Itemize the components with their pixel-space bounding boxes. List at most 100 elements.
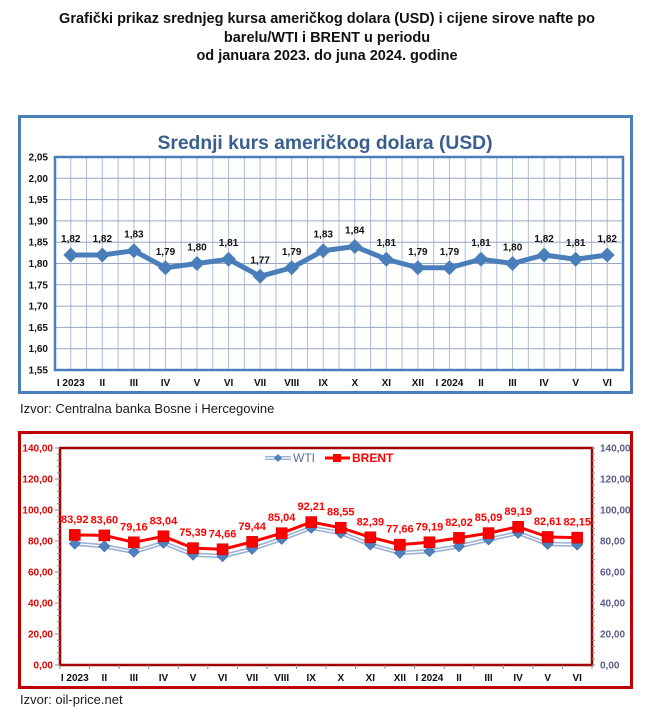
usd-data-point bbox=[94, 247, 110, 263]
y-tick-label: 2,00 bbox=[29, 174, 49, 185]
wti-data-point bbox=[423, 545, 436, 558]
brent-data-label: 83,92 bbox=[61, 514, 89, 526]
left-y-tick-label: 140,00 bbox=[22, 444, 53, 455]
brent-data-label: 82,02 bbox=[445, 517, 473, 529]
right-y-tick-label: 20,00 bbox=[600, 630, 625, 641]
x-tick-label: VI bbox=[602, 378, 612, 389]
usd-data-point bbox=[284, 260, 300, 276]
brent-data-label: 82,39 bbox=[357, 516, 385, 528]
brent-data-point bbox=[394, 538, 406, 551]
brent-data-label: 75,39 bbox=[179, 527, 207, 539]
brent-data-label: 83,60 bbox=[91, 514, 119, 526]
x-tick-label: II bbox=[102, 673, 108, 684]
usd-series: 1,82 1,82 1,83 1,79 1,80 1,81 1,77 1,79 1,83 1,84… bbox=[61, 225, 617, 284]
brent-data-point bbox=[246, 536, 258, 548]
brent-data-point bbox=[541, 531, 554, 543]
y-tick-label: 1,70 bbox=[29, 302, 49, 313]
brent-data-point bbox=[157, 530, 170, 543]
x-tick-label: II bbox=[456, 673, 462, 684]
usd-data-label: 1,83 bbox=[313, 230, 333, 241]
x-tick-label: IX bbox=[318, 378, 328, 389]
usd-data-label: 1,81 bbox=[219, 238, 239, 249]
brent-data-label: 79,19 bbox=[416, 521, 444, 533]
usd-source-note: Izvor: Centralna banka Bosne i Hercegovi… bbox=[20, 401, 275, 416]
x-tick-label: XII bbox=[394, 673, 406, 684]
right-y-tick-label: 140,00 bbox=[600, 444, 631, 455]
left-y-tick-label: 0,00 bbox=[34, 661, 54, 672]
x-tick-label: VI bbox=[224, 378, 234, 389]
x-tick-label: VII bbox=[254, 378, 266, 389]
usd-data-label: 1,82 bbox=[93, 234, 113, 245]
brent-data-point bbox=[571, 531, 584, 544]
brent-data-point bbox=[453, 532, 465, 544]
left-y-tick-label: 120,00 bbox=[22, 475, 53, 486]
usd-data-point bbox=[568, 251, 584, 267]
usd-data-label: 1,82 bbox=[61, 234, 81, 245]
legend-brent-square-icon bbox=[333, 454, 341, 462]
usd-axis-labels: 1,55 1,60 1,65 1,70 1,75 1,80 1,85 1,90 1,95 2,00… bbox=[29, 153, 613, 390]
usd-data-label: 1,83 bbox=[124, 230, 144, 241]
y-tick-label: 1,55 bbox=[29, 366, 49, 377]
brent-data-point bbox=[187, 542, 199, 554]
x-tick-label: III bbox=[130, 673, 139, 684]
oil-legend: WTI BRENT bbox=[265, 451, 394, 465]
x-tick-label: I 2023 bbox=[57, 378, 85, 389]
usd-data-label: 1,80 bbox=[187, 243, 207, 254]
y-tick-label: 1,85 bbox=[29, 238, 49, 249]
usd-data-label: 1,79 bbox=[440, 247, 460, 258]
usd-exchange-rate-chart: Srednji kurs američkog dolara (USD) 1,55… bbox=[18, 115, 633, 394]
x-tick-label: VI bbox=[218, 673, 228, 684]
brent-data-point bbox=[364, 531, 377, 544]
brent-data-point bbox=[275, 527, 288, 539]
brent-data-label: 82,61 bbox=[534, 516, 562, 528]
usd-data-point bbox=[189, 256, 205, 271]
brent-data-label: 79,16 bbox=[120, 521, 148, 533]
brent-data-point bbox=[482, 527, 495, 539]
x-tick-label: II bbox=[100, 378, 106, 389]
usd-data-label: 1,80 bbox=[503, 243, 523, 254]
oil-axis-labels: 0,00 0,00 20,00 20,00 40,00 40,00 60,00 60,00 80… bbox=[22, 444, 631, 685]
x-tick-label: III bbox=[484, 673, 493, 684]
x-tick-label: IX bbox=[306, 673, 316, 684]
right-y-tick-label: 80,00 bbox=[600, 537, 625, 548]
brent-data-label: 85,04 bbox=[268, 512, 296, 524]
x-tick-label: III bbox=[130, 378, 139, 389]
brent-data-label: 79,44 bbox=[238, 521, 266, 533]
x-tick-label: IV bbox=[159, 673, 169, 684]
usd-data-point bbox=[157, 260, 173, 276]
x-tick-label: I 2024 bbox=[416, 673, 444, 684]
y-tick-label: 1,60 bbox=[29, 344, 49, 355]
brent-data-point bbox=[512, 520, 524, 533]
right-y-tick-label: 120,00 bbox=[600, 475, 631, 486]
brent-data-point bbox=[216, 543, 229, 556]
page-title-line-2: barelu/WTI i BRENT u periodu bbox=[223, 29, 431, 46]
usd-data-label: 1,79 bbox=[282, 247, 302, 258]
usd-data-point bbox=[473, 251, 489, 267]
usd-data-label: 1,81 bbox=[377, 238, 397, 249]
x-tick-label: VIII bbox=[284, 378, 299, 389]
page-title-line-1: Grafički prikaz srednjeg kursa američkog… bbox=[59, 11, 595, 27]
usd-data-point bbox=[378, 251, 394, 267]
x-tick-label: I 2023 bbox=[61, 673, 89, 684]
left-y-tick-label: 40,00 bbox=[28, 599, 53, 610]
y-tick-label: 1,65 bbox=[29, 323, 49, 334]
brent-data-label: 89,19 bbox=[504, 506, 532, 518]
x-tick-label: V bbox=[194, 378, 201, 389]
left-y-tick-label: 100,00 bbox=[22, 506, 53, 517]
wti-data-point bbox=[127, 545, 140, 558]
right-y-tick-label: 60,00 bbox=[600, 568, 625, 579]
legend-item-wti: WTI bbox=[265, 451, 315, 465]
x-tick-label: VII bbox=[246, 673, 258, 684]
left-y-tick-label: 60,00 bbox=[28, 568, 53, 579]
right-y-tick-label: 40,00 bbox=[600, 599, 625, 610]
brent-data-point bbox=[68, 529, 81, 541]
legend-item-brent: BRENT bbox=[325, 451, 394, 465]
legend-wti-label: WTI bbox=[293, 451, 315, 465]
usd-data-label: 1,79 bbox=[156, 247, 176, 258]
x-tick-label: X bbox=[351, 378, 358, 389]
usd-data-label: 1,81 bbox=[471, 238, 491, 249]
usd-data-point bbox=[63, 247, 79, 263]
usd-data-point bbox=[536, 247, 552, 263]
